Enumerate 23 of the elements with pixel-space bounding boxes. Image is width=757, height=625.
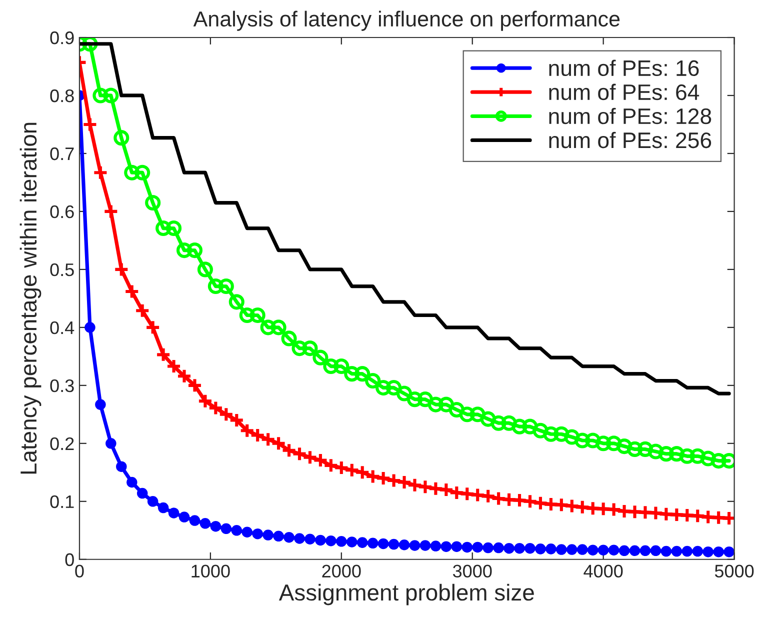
x-tick-label: 3000	[452, 564, 492, 578]
legend-label: num of PEs: 256	[549, 132, 712, 148]
y-tick-label: 0.5	[50, 263, 74, 276]
y-tick-label: 0	[65, 553, 74, 566]
y-tick-label: 0.7	[50, 147, 74, 160]
y-axis-title: Latency percentage within iteration	[20, 122, 42, 474]
x-tick-label: 0	[75, 564, 84, 578]
y-tick-label: 0.8	[50, 89, 74, 102]
legend-label: num of PEs: 64	[549, 84, 700, 100]
legend-label: num of PEs: 128	[549, 108, 712, 124]
y-tick-label: 0.6	[50, 205, 74, 218]
y-tick-label: 0.4	[50, 321, 74, 334]
chart-title: Analysis of latency influence on performance	[193, 10, 620, 31]
legend-label: num of PEs: 16	[549, 60, 699, 76]
x-tick-label: 1000	[192, 564, 230, 578]
x-tick-label: 5000	[714, 564, 754, 578]
x-tick-label: 2000	[322, 564, 361, 578]
y-tick-label: 0.1	[50, 495, 74, 508]
y-tick-label: 0.2	[50, 437, 74, 450]
x-tick-label: 4000	[584, 564, 623, 578]
y-tick-label: 0.9	[50, 31, 74, 44]
y-tick-label: 0.3	[50, 379, 74, 392]
x-axis-title: Assignment problem size	[278, 584, 534, 606]
